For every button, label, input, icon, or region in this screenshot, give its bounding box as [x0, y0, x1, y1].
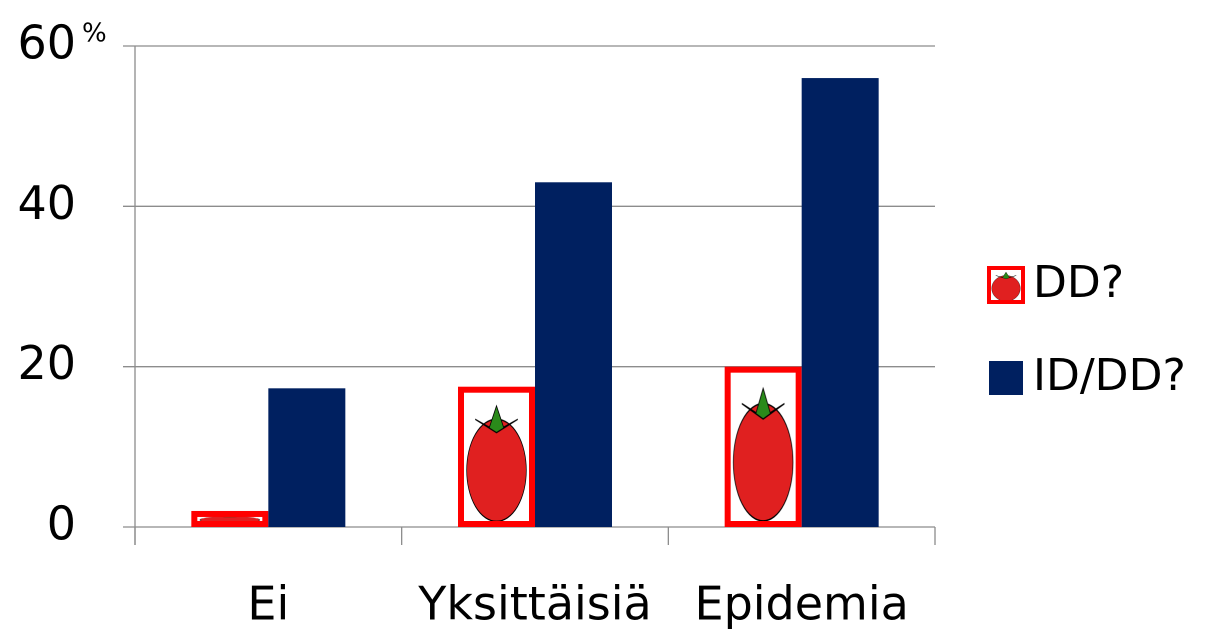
legend-label: ID/DD?	[1033, 350, 1186, 401]
bar	[194, 514, 265, 524]
y-tick-label: 0	[47, 497, 76, 551]
x-tick-label: Yksittäisiä	[417, 577, 651, 631]
bar	[802, 78, 879, 527]
bar	[535, 182, 612, 527]
y-tick-label: 40	[17, 176, 76, 230]
legend-label: DD?	[1033, 257, 1124, 308]
bar	[461, 390, 532, 524]
chart: % 0 20 40 60 Ei Yksittäisiä Epidemia DD? ID/DD?	[0, 0, 1230, 638]
y-axis-label: %	[82, 19, 107, 49]
y-tick-label: 20	[17, 336, 76, 390]
bar	[728, 370, 799, 524]
x-tick-label: Epidemia	[695, 577, 909, 631]
legend-marker	[989, 268, 1023, 302]
legend-marker	[989, 361, 1023, 395]
x-tick-label: Ei	[247, 577, 289, 631]
bar	[268, 388, 345, 527]
y-tick-label: 60	[17, 16, 76, 70]
